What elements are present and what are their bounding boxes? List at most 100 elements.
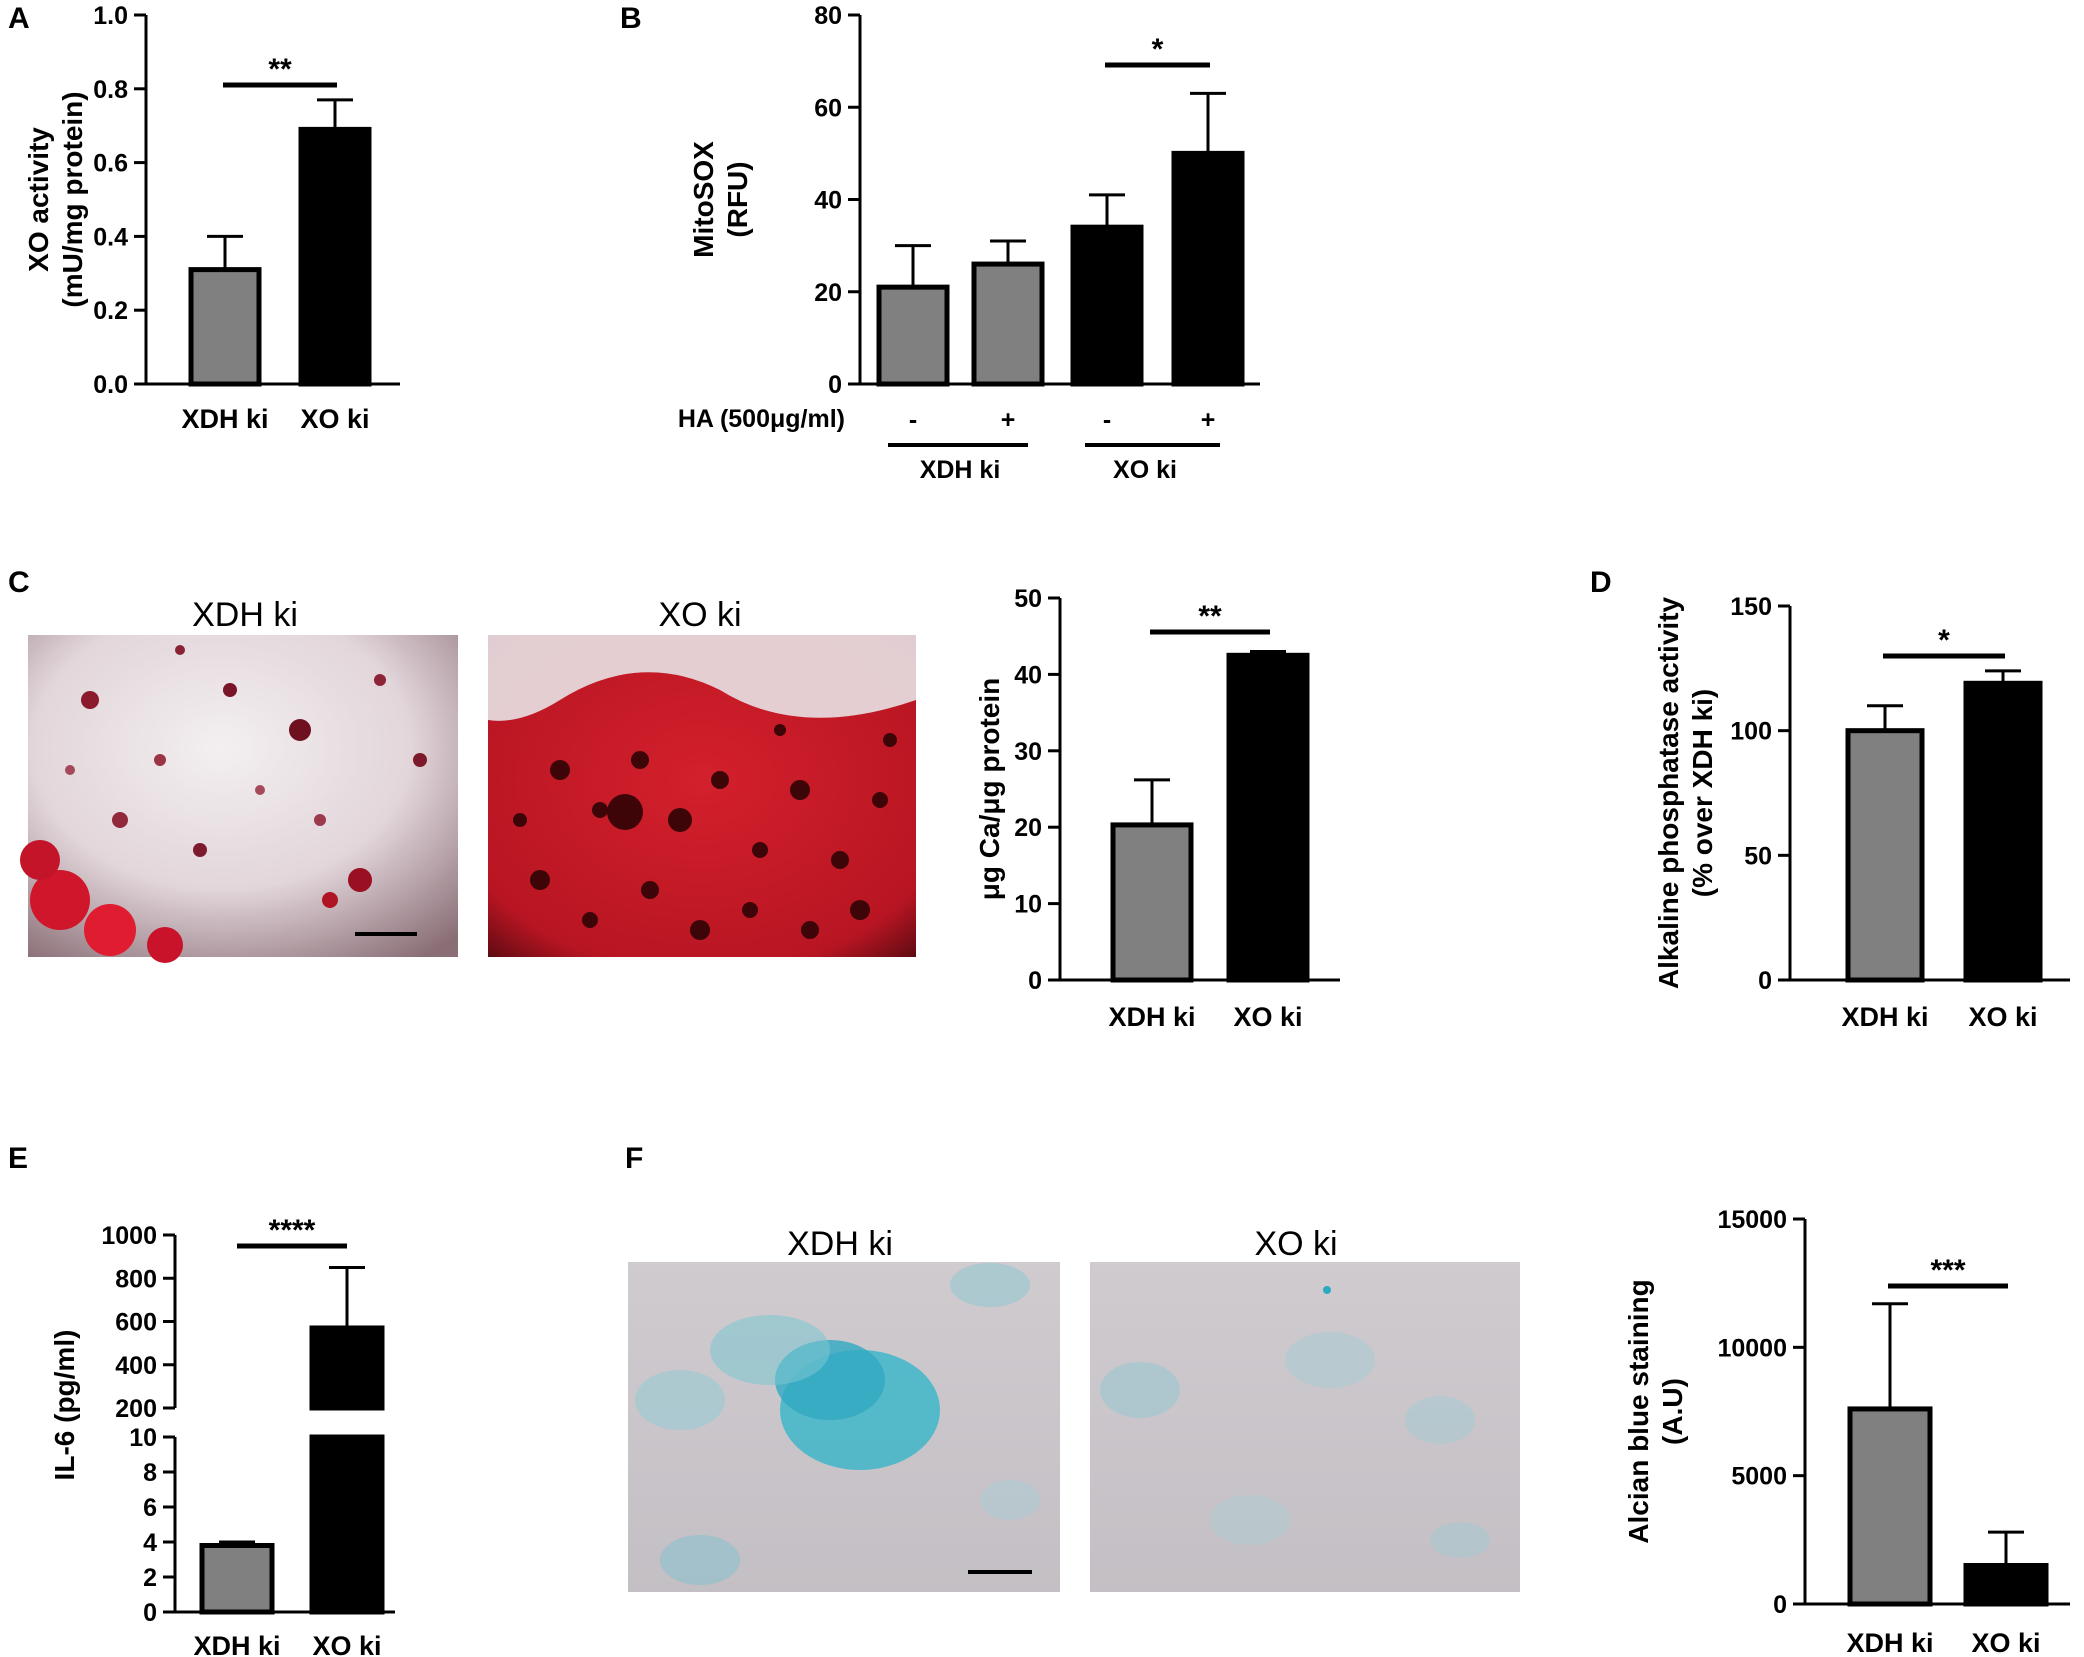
bar [1847,1406,1933,1607]
y-axis-label-f: Alcian blue staining (A.U) [1623,1279,1688,1543]
y-tick-label: 5000 [1731,1463,1787,1491]
panel-letter-c: C [8,566,30,599]
significance-label: ** [268,53,292,86]
x-category-label: + [1001,406,1016,434]
y-tick-label: 15000 [1717,1206,1787,1234]
y-tick-label: 0.8 [93,76,128,104]
panel-letter-a: A [8,2,30,35]
bar [876,284,950,387]
chart-a: 0.0 0.2 0.4 0.6 0.8 1.0 XDH ki XO ki ** XO activi… [23,2,400,434]
y-tick-label: 50 [1744,842,1772,870]
micrograph-c-xo-title: XO ki [658,596,741,634]
y-tick-label: 20 [814,279,842,307]
y-tick-label: 40 [1014,661,1042,689]
scale-bar-f [968,1570,1032,1574]
y-tick-label: 0 [143,1599,157,1627]
scale-bar-c [355,932,417,936]
y-tick-label: 4 [143,1529,157,1557]
bar [1845,728,1925,983]
bar [1110,822,1194,983]
y-tick-label: 10 [1014,891,1042,919]
alizarin-dark-nodules-xo [513,724,897,940]
significance-label: *** [1930,1254,1965,1287]
micrograph-c-xdh [20,635,458,963]
panel-letter-b: B [620,2,642,35]
y-tick-label: 0.6 [93,150,128,178]
chart-c: 0 10 20 30 40 50 XDH ki XO ki ** μg Ca/μg protein [974,585,1340,1032]
bar [1171,150,1245,387]
group-label: XDH ki [920,456,1001,484]
y-tick-label: 0.4 [93,223,128,251]
bar [188,267,262,387]
x-category-label: XDH ki [1841,1002,1928,1032]
x-category-label: + [1201,406,1216,434]
micrograph-f-xdh [628,1262,1060,1592]
y-axis-label-c: μg Ca/μg protein [974,678,1005,900]
alizarin-spots-xdh [20,645,427,963]
y-tick-label: 0 [828,371,842,399]
bar-upper-segment [309,1325,385,1411]
y-tick-label: 60 [814,94,842,122]
x-category-label: XDH ki [1108,1002,1195,1032]
bar [1226,652,1310,983]
y-tick-label: 0 [1028,967,1042,995]
x-category-label: - [1103,406,1111,434]
micrograph-f-xdh-title: XDH ki [787,1225,893,1263]
x-category-label: XDH ki [193,1631,280,1657]
x-category-label: - [909,406,917,434]
chart-f: 0 5000 10000 15000 XDH ki XO ki *** Alcian blue… [1623,1206,2070,1657]
y-tick-label: 40 [814,187,842,215]
y-tick-label: 10 [129,1424,157,1452]
bar [971,261,1045,387]
y-tick-label: 50 [1014,585,1042,613]
y-tick-label: 0.2 [93,297,128,325]
x-category-label: XDH ki [1846,1628,1933,1657]
y-tick-label: 600 [115,1309,157,1337]
y-tick-label: 1.0 [93,2,128,30]
panel-letter-e: E [8,1142,28,1175]
y-tick-label: 0.0 [93,371,128,399]
x-category-label: XO ki [312,1631,381,1657]
alcian-blue-stain-xo [1100,1286,1490,1558]
micrograph-f-xo-title: XO ki [1254,1225,1337,1263]
chart-d: 0 50 100 150 XDH ki XO ki * Alkaline phosphatas… [1653,593,2070,1032]
y-tick-label: 0 [1773,1591,1787,1619]
y-tick-label: 1000 [101,1222,157,1250]
bar [199,1543,275,1615]
bar [309,1434,385,1615]
y-tick-label: 2 [143,1564,157,1592]
y-tick-label: 30 [1014,738,1042,766]
significance-label: ** [1198,600,1222,633]
x-category-label: XO ki [1968,1002,2037,1032]
y-tick-label: 8 [143,1459,157,1487]
panel-letter-d: D [1590,566,1612,599]
y-axis-label-d: Alkaline phosphatase activity (% over XDH… [1653,597,1718,990]
significance-label: **** [269,1214,316,1247]
significance-label: * [1938,624,1950,657]
bar [298,126,372,387]
panel-letter-f: F [625,1142,643,1175]
y-axis-label-b: MitoSOX (RFU) [688,141,753,258]
y-tick-label: 800 [115,1265,157,1293]
y-tick-label: 0 [1758,967,1772,995]
y-tick-label: 400 [115,1352,157,1380]
x-category-label: XO ki [1971,1628,2040,1657]
alcian-blue-stain-xdh [635,1263,1040,1585]
treatment-row-label: HA (500μg/ml) [678,405,845,433]
y-tick-label: 100 [1730,718,1772,746]
y-tick-label: 10000 [1717,1334,1787,1362]
group-label: XO ki [1113,456,1177,484]
x-category-label: XO ki [1233,1002,1302,1032]
chart-b: 0 20 40 60 80 - + - + * MitoSOX (RFU) HA (500μg/ml) X… [678,2,1260,484]
micrograph-f-xo [1090,1262,1520,1592]
bar [1963,680,2043,983]
micrograph-c-xdh-title: XDH ki [192,596,298,634]
y-tick-label: 150 [1730,593,1772,621]
y-tick-label: 80 [814,2,842,30]
bar [1070,224,1144,387]
significance-label: * [1152,33,1164,66]
y-tick-label: 6 [143,1494,157,1522]
y-tick-label: 20 [1014,814,1042,842]
